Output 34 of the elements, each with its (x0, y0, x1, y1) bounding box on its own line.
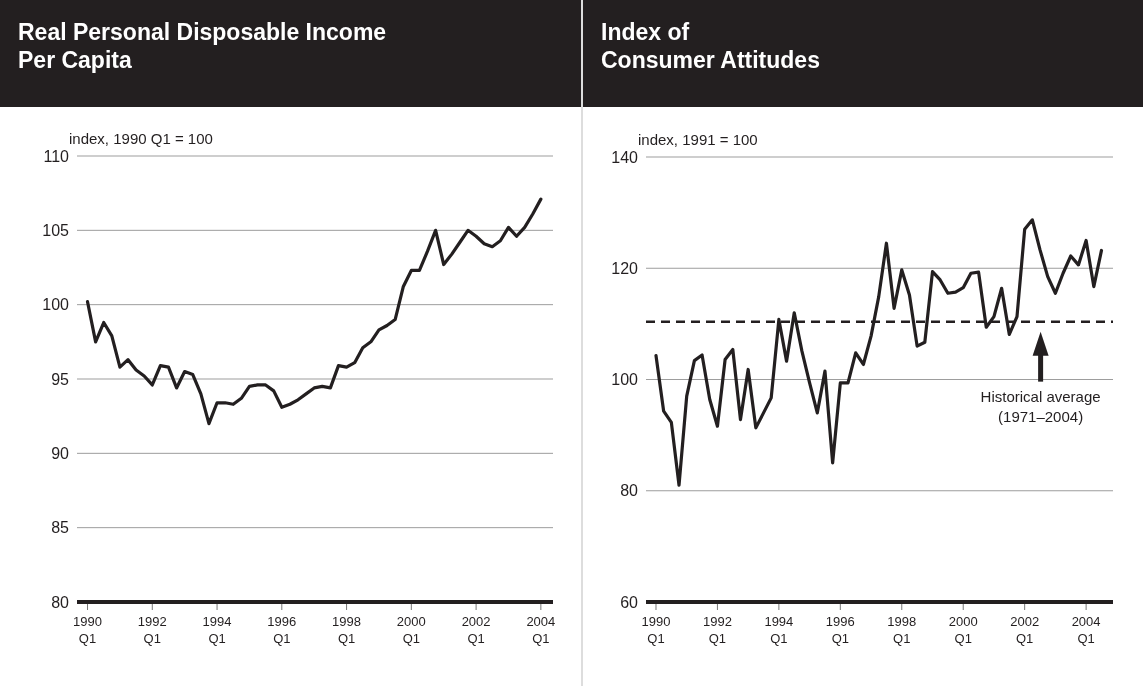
x-tick-label: 1992 Q1 (137, 614, 167, 646)
x-tick-label: 2002 Q1 (1010, 614, 1040, 646)
y-tick-label: 100 (42, 296, 70, 314)
x-tick-label: 1994 Q1 (764, 614, 794, 646)
annotation: Historical average (1971–2004) (980, 387, 1101, 425)
x-tick-label: 1990 Q1 (73, 614, 102, 646)
x-tick-label: 2000 Q1 (948, 614, 978, 646)
y-tick-label: 90 (51, 444, 70, 462)
y-tick-label: 110 (43, 147, 70, 165)
x-tick-label: 1990 Q1 (641, 614, 671, 646)
x-tick-label: 2004 Q1 (526, 614, 556, 646)
x-tick-label: 2000 Q1 (396, 614, 426, 646)
chart-title: Index of Consumer Attitudes (601, 19, 820, 73)
y-tick-label: 95 (51, 370, 70, 388)
y-tick-label: 120 (611, 259, 639, 277)
x-tick-label: 1998 Q1 (887, 614, 917, 646)
line-series (85, 197, 543, 426)
x-tick-label: 2004 Q1 (1071, 614, 1101, 646)
x-tick-label: 1992 Q1 (702, 614, 732, 646)
x-tick-label: 1994 Q1 (202, 614, 232, 646)
y-tick-label: 85 (51, 519, 70, 537)
x-tick-label: 2002 Q1 (461, 614, 491, 646)
x-tick-label: 1998 Q1 (332, 614, 362, 646)
y-tick-label: 60 (620, 593, 639, 611)
chart-title: Real Personal Disposable Income Per Capita (18, 19, 387, 73)
y-axis-title: index, 1991 = 100 (638, 131, 758, 148)
y-tick-label: 80 (51, 593, 70, 611)
y-tick-label: 105 (42, 221, 70, 239)
y-tick-label: 80 (620, 482, 639, 500)
x-tick-label: 1996 Q1 (825, 614, 855, 646)
x-tick-label: 1996 Q1 (267, 614, 297, 646)
y-tick-label: 100 (611, 371, 639, 389)
y-tick-label: 140 (611, 148, 639, 166)
y-axis-title: index, 1990 Q1 = 100 (69, 130, 213, 147)
